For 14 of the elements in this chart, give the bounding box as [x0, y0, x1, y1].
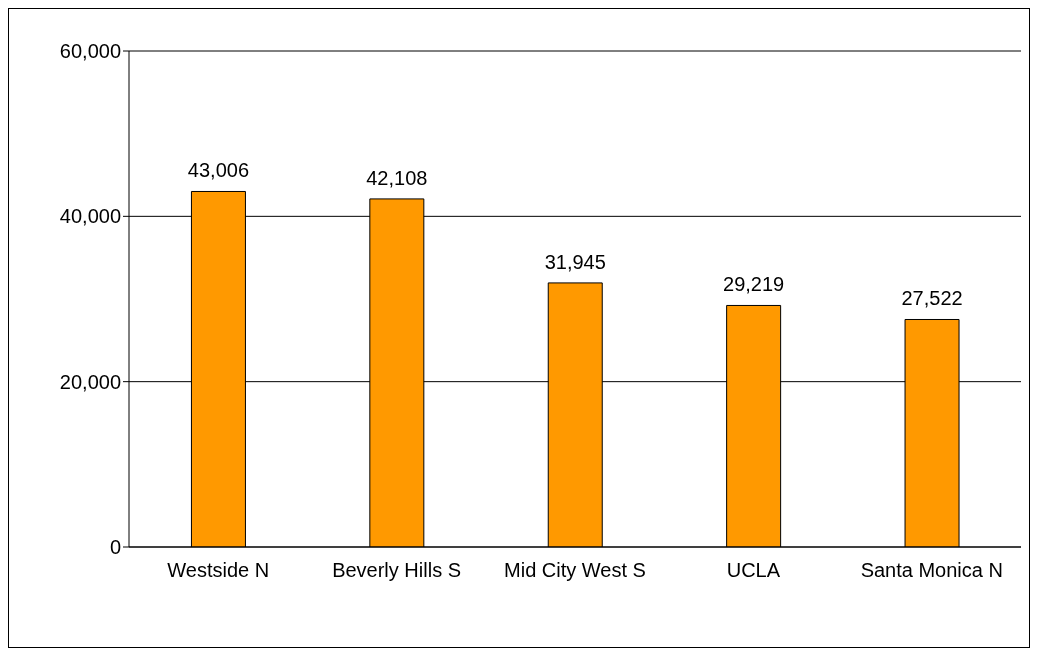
x-tick-label: UCLA	[726, 559, 781, 582]
data-label: 31,945	[544, 250, 606, 273]
y-tick-label: 0	[109, 536, 121, 559]
x-tick-label: Santa Monica N	[860, 559, 1003, 582]
data-label: 27,522	[901, 287, 963, 310]
x-tick-label: Beverly Hills S	[332, 559, 462, 582]
data-label: 29,219	[723, 273, 785, 296]
x-tick-label: Mid City West S	[504, 559, 646, 582]
y-tick-label: 20,000	[59, 370, 121, 393]
data-label: 43,006	[187, 159, 250, 182]
y-tick-label: 60,000	[59, 40, 121, 63]
y-tick-label: 40,000	[59, 205, 121, 228]
x-tick-label: Westside N	[167, 559, 270, 582]
data-label: 42,108	[366, 166, 428, 189]
